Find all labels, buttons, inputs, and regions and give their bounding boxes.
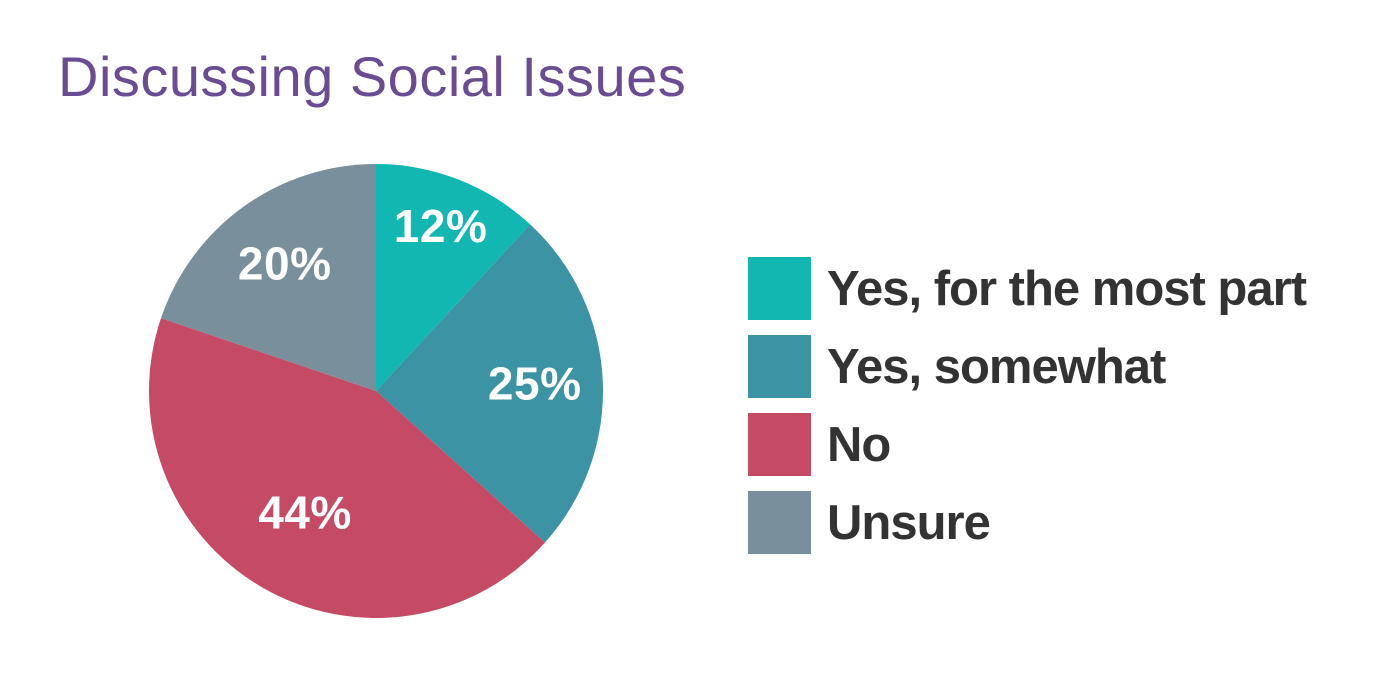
legend-swatch: [748, 257, 811, 320]
pie-slice-2: [149, 318, 546, 618]
chart-title: Discussing Social Issues: [58, 45, 687, 108]
legend-item: Yes, somewhat: [748, 335, 1306, 398]
slice-label: 20%: [238, 238, 332, 290]
slice-label: 25%: [488, 358, 582, 410]
slice-label: 44%: [258, 487, 352, 539]
pie-slice-0: [376, 164, 531, 391]
legend-item: No: [748, 413, 1306, 476]
legend-item: Yes, for the most part: [748, 257, 1307, 320]
legend-swatch: [748, 413, 811, 476]
legend-item: Unsure: [748, 491, 1306, 554]
pie-chart: 12% 25% 44% 20%: [149, 164, 603, 618]
legend-swatch: [748, 335, 811, 398]
legend: Yes, for the most part Yes, somewhat No …: [748, 257, 1307, 569]
pie-slice-3: [161, 164, 376, 391]
pie-slice-1: [376, 224, 603, 543]
legend-label: Yes, somewhat: [827, 339, 1166, 394]
legend-label: Unsure: [827, 495, 991, 550]
slice-label: 12%: [394, 200, 488, 252]
legend-label: No: [827, 417, 891, 472]
legend-label: Yes, for the most part: [827, 261, 1307, 316]
legend-swatch: [748, 491, 811, 554]
